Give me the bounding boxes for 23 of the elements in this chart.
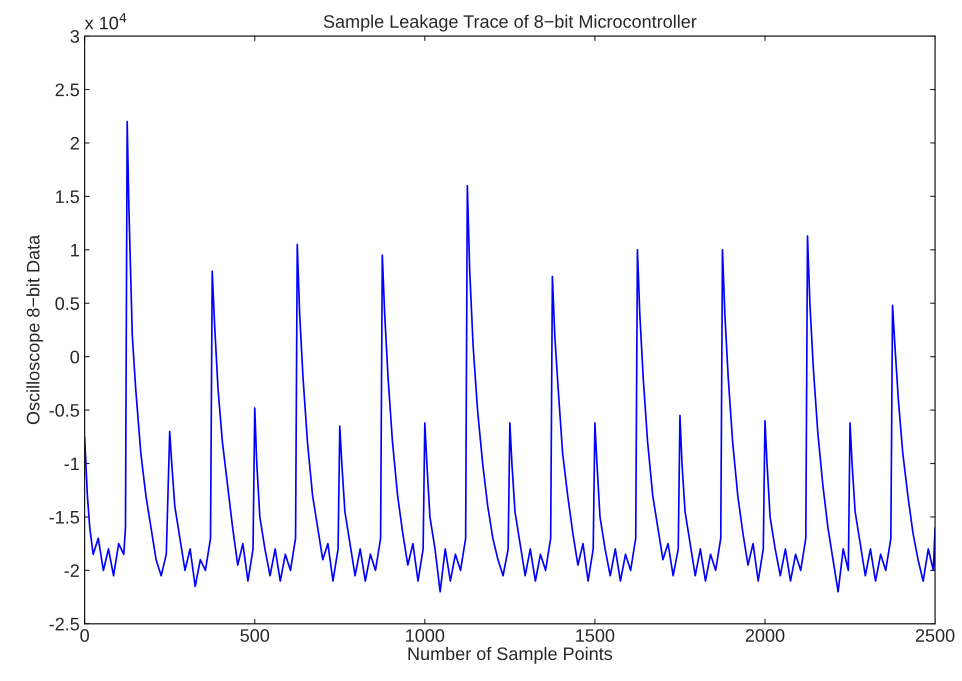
y-tick-label: 0.5 [55, 297, 80, 310]
y-tick-label: -2 [64, 564, 79, 577]
x-axis-title: Number of Sample Points [408, 646, 612, 664]
y-tick-label: -0.5 [49, 404, 80, 417]
x-tick-label: 0 [80, 629, 89, 642]
y-tick-label: 2.5 [56, 83, 80, 96]
y-axis-title: Oscilloscope 8−bit Data [26, 234, 44, 424]
text: x 10$^{4}$ [84, 13, 126, 30]
x-tick-label: 2000 [746, 629, 784, 642]
y-tick-label: 3 [70, 30, 79, 43]
y-tick-label: 0 [70, 350, 80, 364]
y-tick-label: -1.5 [49, 511, 80, 524]
x-tick-label: 1000 [406, 629, 444, 642]
y-tick-label: 1 [71, 244, 79, 256]
y-tick-label: 2 [70, 136, 79, 150]
y-tick-label: 1.5 [56, 190, 80, 204]
y-tick-label: -1 [64, 458, 79, 470]
chart-title: Sample Leakage Trace of 8−bit Microcontroller [324, 14, 696, 32]
x-tick-label: 500 [240, 629, 270, 642]
line-series [84, 120, 936, 593]
x-tick-label: 1500 [576, 629, 614, 642]
y-tick-label: -2.5 [49, 618, 80, 631]
x-tick-label: 2500 [916, 629, 954, 642]
